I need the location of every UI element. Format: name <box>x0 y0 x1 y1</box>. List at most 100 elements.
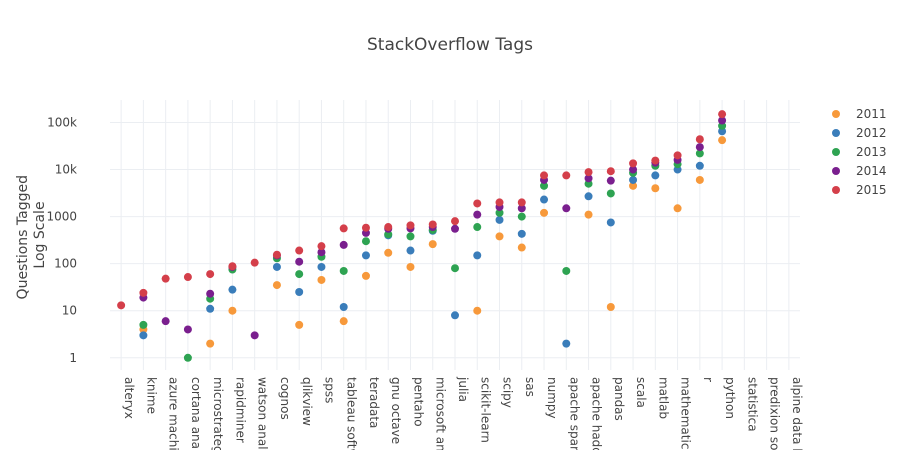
data-point[interactable] <box>317 248 326 257</box>
data-point[interactable] <box>317 242 326 251</box>
data-point[interactable] <box>540 195 549 204</box>
data-point[interactable] <box>718 127 727 136</box>
data-point[interactable] <box>295 270 304 279</box>
data-point[interactable] <box>673 204 682 213</box>
data-point[interactable] <box>451 217 459 226</box>
legend-item-2011[interactable]: 2011 <box>832 107 887 121</box>
data-point[interactable] <box>295 320 304 329</box>
data-point[interactable] <box>606 218 615 227</box>
data-point[interactable] <box>495 215 504 224</box>
data-point[interactable] <box>161 274 170 283</box>
data-point[interactable] <box>517 212 526 221</box>
data-point[interactable] <box>562 204 571 213</box>
data-point[interactable] <box>139 288 148 297</box>
data-point[interactable] <box>272 250 281 259</box>
data-point[interactable] <box>651 156 660 165</box>
data-point[interactable] <box>651 171 660 180</box>
data-point[interactable] <box>695 161 704 170</box>
data-point[interactable] <box>540 181 549 190</box>
data-point[interactable] <box>361 237 370 246</box>
data-point[interactable] <box>473 223 482 232</box>
data-point[interactable] <box>718 110 727 119</box>
data-point[interactable] <box>406 221 415 230</box>
data-point[interactable] <box>317 275 326 284</box>
data-point[interactable] <box>361 223 370 232</box>
legend-item-2013[interactable]: 2013 <box>832 145 887 159</box>
data-point[interactable] <box>695 149 704 158</box>
data-point[interactable] <box>517 204 526 213</box>
data-point[interactable] <box>183 325 192 334</box>
data-point[interactable] <box>206 339 215 348</box>
data-point[interactable] <box>117 301 126 310</box>
data-point[interactable] <box>562 266 571 275</box>
data-point[interactable] <box>206 304 215 313</box>
data-point[interactable] <box>295 287 304 296</box>
data-point[interactable] <box>473 199 482 208</box>
data-point[interactable] <box>250 258 259 267</box>
data-point[interactable] <box>339 317 348 326</box>
data-point[interactable] <box>384 248 393 257</box>
data-point[interactable] <box>517 229 526 238</box>
data-point[interactable] <box>495 232 504 241</box>
data-point[interactable] <box>629 159 638 168</box>
data-point[interactable] <box>473 306 482 315</box>
data-point[interactable] <box>339 224 348 233</box>
data-point[interactable] <box>606 176 615 185</box>
data-point[interactable] <box>673 151 682 160</box>
data-point[interactable] <box>295 257 304 266</box>
legend-item-2012[interactable]: 2012 <box>832 126 887 140</box>
data-point[interactable] <box>584 210 593 219</box>
data-point[interactable] <box>384 223 393 232</box>
data-point[interactable] <box>339 266 348 275</box>
data-point[interactable] <box>517 243 526 252</box>
legend[interactable]: 2011 2012 2013 2014 2015 <box>832 107 887 197</box>
data-point[interactable] <box>139 320 148 329</box>
data-point[interactable] <box>584 192 593 201</box>
data-point[interactable] <box>451 311 459 320</box>
data-point[interactable] <box>451 224 459 233</box>
data-point[interactable] <box>183 353 192 362</box>
data-point[interactable] <box>361 271 370 280</box>
data-point[interactable] <box>250 331 259 340</box>
data-point[interactable] <box>718 116 727 125</box>
legend-item-2015[interactable]: 2015 <box>832 183 887 197</box>
data-point[interactable] <box>228 306 237 315</box>
data-point[interactable] <box>272 262 281 271</box>
data-point[interactable] <box>272 281 281 290</box>
data-point[interactable] <box>139 331 148 340</box>
data-point[interactable] <box>695 135 704 144</box>
data-point[interactable] <box>317 262 326 271</box>
data-point[interactable] <box>495 208 504 217</box>
data-point[interactable] <box>228 262 237 271</box>
data-point[interactable] <box>606 189 615 198</box>
data-point[interactable] <box>206 289 215 298</box>
data-point[interactable] <box>473 210 482 219</box>
data-point[interactable] <box>629 181 638 190</box>
data-point[interactable] <box>629 175 638 184</box>
data-point[interactable] <box>295 246 304 255</box>
data-point[interactable] <box>540 208 549 217</box>
data-point[interactable] <box>183 273 192 282</box>
data-point[interactable] <box>562 339 571 348</box>
legend-item-2014[interactable]: 2014 <box>832 164 887 178</box>
data-point[interactable] <box>428 220 437 229</box>
data-point[interactable] <box>406 262 415 271</box>
data-point[interactable] <box>718 136 727 145</box>
data-point[interactable] <box>606 167 615 176</box>
data-point[interactable] <box>695 175 704 184</box>
data-point[interactable] <box>584 168 593 177</box>
data-point[interactable] <box>339 240 348 249</box>
data-point[interactable] <box>629 165 638 174</box>
data-point[interactable] <box>228 285 237 294</box>
data-point[interactable] <box>540 171 549 180</box>
data-point[interactable] <box>473 251 482 260</box>
data-point[interactable] <box>406 246 415 255</box>
data-point[interactable] <box>606 302 615 311</box>
data-point[interactable] <box>339 302 348 311</box>
data-point[interactable] <box>695 143 704 152</box>
data-point[interactable] <box>584 174 593 183</box>
data-point[interactable] <box>206 270 215 279</box>
data-point[interactable] <box>562 171 571 180</box>
data-point[interactable] <box>384 230 393 239</box>
data-point[interactable] <box>406 232 415 241</box>
